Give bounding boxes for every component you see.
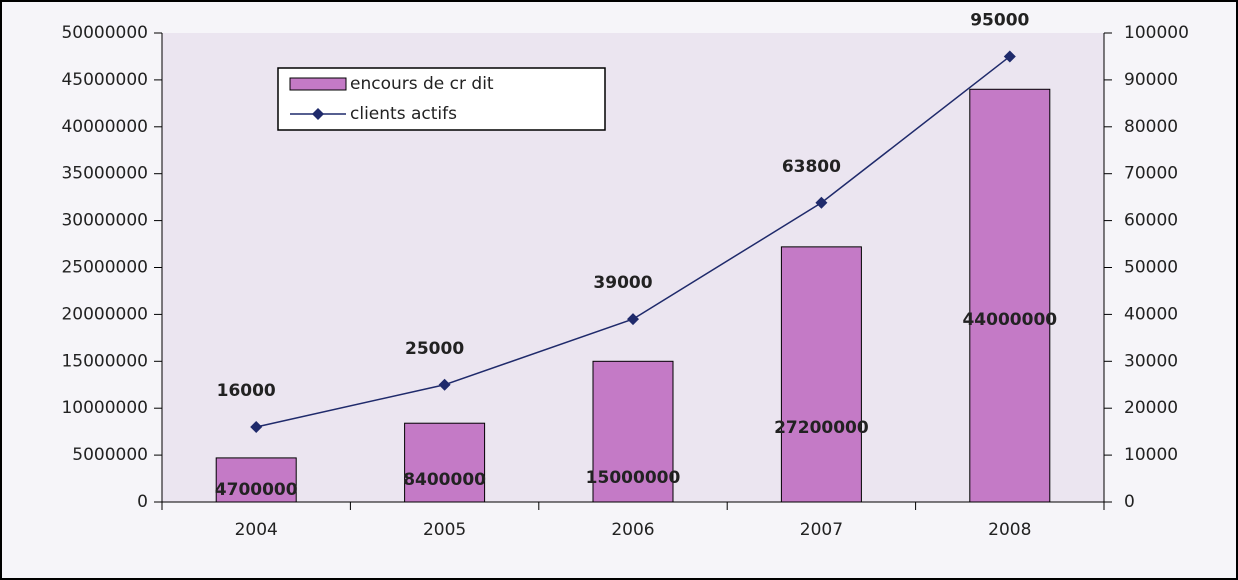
bar-value-label: 8400000 xyxy=(403,470,486,490)
legend-box xyxy=(277,67,606,131)
bar xyxy=(215,457,297,503)
line-value-label: 25000 xyxy=(405,339,464,359)
y2-tick-label: 0 xyxy=(1124,492,1135,512)
x-tick-label: 2007 xyxy=(800,520,843,540)
x-tick-label: 2006 xyxy=(611,520,654,540)
bar xyxy=(780,246,862,503)
line-marker xyxy=(1003,50,1016,63)
y2-tick-label: 50000 xyxy=(1124,258,1178,278)
x-tick-label: 2004 xyxy=(235,520,278,540)
x-tick-label: 2005 xyxy=(423,520,466,540)
bar-value-label: 15000000 xyxy=(586,468,681,488)
bar-value-label: 44000000 xyxy=(962,310,1057,330)
y2-tick-label: 90000 xyxy=(1124,70,1178,90)
y2-tick-label: 70000 xyxy=(1124,164,1178,184)
y-tick-label: 50000000 xyxy=(61,23,148,43)
y2-tick-label: 80000 xyxy=(1124,117,1178,137)
y-tick-label: 30000000 xyxy=(61,211,148,231)
y2-tick-label: 40000 xyxy=(1124,304,1178,324)
line-value-label: 63800 xyxy=(782,157,841,177)
bar-value-label: 27200000 xyxy=(774,418,869,438)
line-value-label: 95000 xyxy=(970,10,1029,30)
x-tick-label: 2008 xyxy=(988,520,1031,540)
y2-tick-label: 30000 xyxy=(1124,351,1178,371)
y2-tick-label: 100000 xyxy=(1124,23,1189,43)
y2-tick-label: 20000 xyxy=(1124,398,1178,418)
y-tick-label: 0 xyxy=(137,492,148,512)
y-tick-label: 25000000 xyxy=(61,258,148,278)
bar-value-label: 4700000 xyxy=(215,480,298,500)
legend-marker xyxy=(312,108,324,120)
y-tick-label: 45000000 xyxy=(61,70,148,90)
bar xyxy=(404,422,486,503)
y-tick-label: 15000000 xyxy=(61,351,148,371)
y-tick-label: 40000000 xyxy=(61,117,148,137)
y-tick-label: 35000000 xyxy=(61,164,148,184)
y2-tick-label: 60000 xyxy=(1124,211,1178,231)
legend xyxy=(277,67,606,131)
bar xyxy=(969,88,1051,503)
line-marker xyxy=(815,196,828,209)
bar xyxy=(592,360,674,503)
legend-swatch xyxy=(289,77,347,91)
line-marker xyxy=(438,378,451,391)
y2-tick-label: 10000 xyxy=(1124,445,1178,465)
line-value-label: 39000 xyxy=(593,273,652,293)
line-marker xyxy=(250,420,263,433)
y-tick-label: 5000000 xyxy=(72,445,148,465)
y-tick-label: 10000000 xyxy=(61,398,148,418)
y-tick-label: 20000000 xyxy=(61,304,148,324)
legend-label: encours de cr dit xyxy=(350,74,494,94)
legend-label: clients actifs xyxy=(350,104,457,124)
line-value-label: 16000 xyxy=(217,381,276,401)
line-marker xyxy=(627,313,639,326)
